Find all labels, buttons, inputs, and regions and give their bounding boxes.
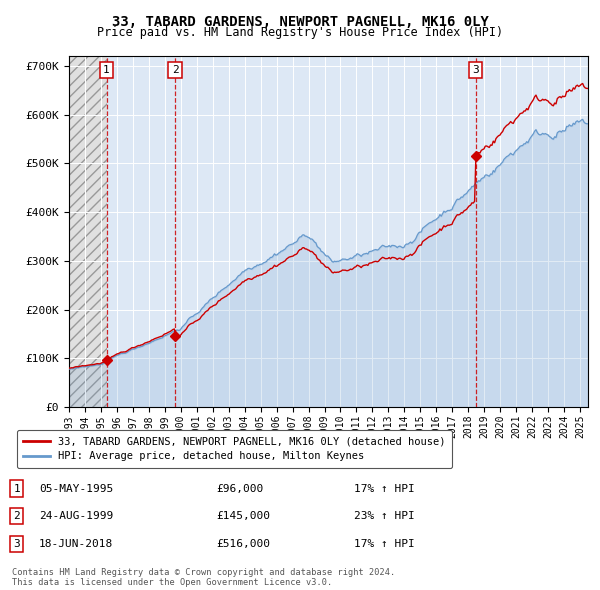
Text: 2: 2 bbox=[13, 512, 20, 521]
Text: 3: 3 bbox=[472, 65, 479, 75]
Text: 23% ↑ HPI: 23% ↑ HPI bbox=[354, 512, 415, 521]
Text: 18-JUN-2018: 18-JUN-2018 bbox=[39, 539, 113, 549]
Text: £516,000: £516,000 bbox=[216, 539, 270, 549]
Text: 24-AUG-1999: 24-AUG-1999 bbox=[39, 512, 113, 521]
Text: 05-MAY-1995: 05-MAY-1995 bbox=[39, 484, 113, 493]
Text: Price paid vs. HM Land Registry's House Price Index (HPI): Price paid vs. HM Land Registry's House … bbox=[97, 26, 503, 39]
Text: 1: 1 bbox=[103, 65, 110, 75]
Bar bbox=[69, 56, 107, 407]
Legend: 33, TABARD GARDENS, NEWPORT PAGNELL, MK16 0LY (detached house), HPI: Average pri: 33, TABARD GARDENS, NEWPORT PAGNELL, MK1… bbox=[17, 430, 452, 468]
Text: £96,000: £96,000 bbox=[216, 484, 263, 493]
Text: 1: 1 bbox=[13, 484, 20, 493]
Text: 17% ↑ HPI: 17% ↑ HPI bbox=[354, 484, 415, 493]
Text: 2: 2 bbox=[172, 65, 179, 75]
Text: 33, TABARD GARDENS, NEWPORT PAGNELL, MK16 0LY: 33, TABARD GARDENS, NEWPORT PAGNELL, MK1… bbox=[112, 15, 488, 29]
Text: 17% ↑ HPI: 17% ↑ HPI bbox=[354, 539, 415, 549]
Text: 3: 3 bbox=[13, 539, 20, 549]
Text: Contains HM Land Registry data © Crown copyright and database right 2024.
This d: Contains HM Land Registry data © Crown c… bbox=[12, 568, 395, 587]
Text: £145,000: £145,000 bbox=[216, 512, 270, 521]
